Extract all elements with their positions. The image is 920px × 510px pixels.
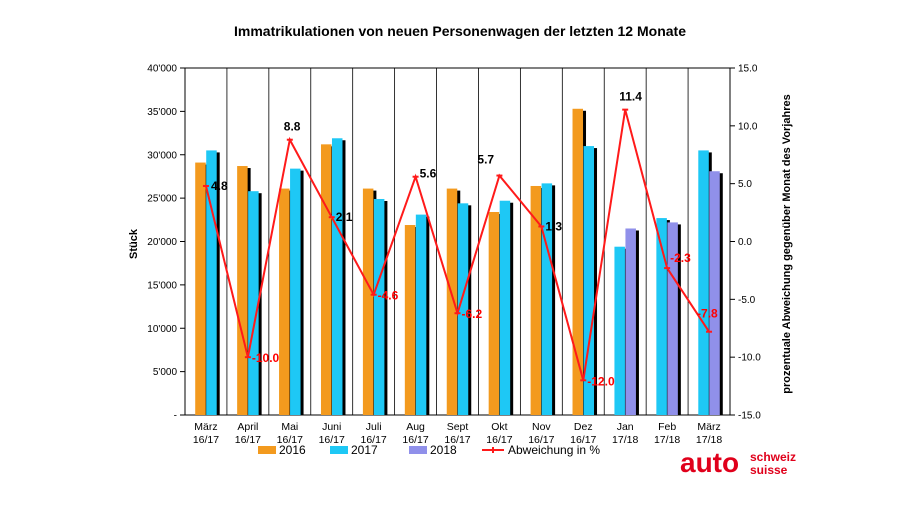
x-tick-label: Dez: [574, 421, 593, 433]
x-tick-label: Aug: [406, 421, 425, 433]
logo-line2: suisse: [750, 463, 788, 477]
bar-2017: [248, 191, 259, 415]
x-tick-label: Juli: [366, 421, 382, 433]
x-tick-label-period: 17/18: [696, 434, 722, 446]
bar-2016: [362, 188, 374, 415]
bar-2016: [279, 188, 290, 415]
y-tick-label: -: [174, 411, 177, 422]
bar-2018: [667, 222, 678, 415]
x-tick-label: Jan: [617, 421, 634, 433]
bar-2017: [457, 203, 469, 415]
x-tick-label: Feb: [658, 421, 676, 433]
line-data-label: 5.6: [420, 167, 437, 181]
legend: 2016 2017 2018 Abweichung in %: [258, 443, 600, 457]
line-data-label: 5.7: [477, 153, 494, 167]
y-tick-label: 40'000: [147, 64, 177, 75]
x-tick-label: Nov: [532, 421, 551, 433]
legend-label: 2016: [279, 443, 306, 457]
x-tick-label-period: 16/17: [319, 434, 345, 446]
line-data-label: -6.2: [462, 307, 483, 321]
bar-2018: [625, 228, 636, 415]
bar-2016: [195, 162, 206, 415]
bar-2017: [541, 183, 553, 415]
plot-area: - 5'000 10'000 15'000 20'000 25'000 30'000 35'0…: [147, 64, 761, 447]
legend-swatch: [258, 446, 276, 454]
line-data-label: -4.6: [378, 289, 399, 303]
legend-label: Abweichung in %: [508, 443, 600, 457]
chart-title: Immatrikulationen von neuen Personenwage…: [234, 23, 686, 39]
bar-2016: [530, 185, 542, 415]
bar-2017: [373, 198, 385, 415]
x-tick-label: Sept: [447, 421, 469, 433]
logo-line1: schweiz: [750, 450, 796, 464]
y-tick-label: 30'000: [147, 150, 177, 161]
x-tick-label: Juni: [322, 421, 341, 433]
x-tick-label-period: 17/18: [654, 434, 680, 446]
x-tick-label-period: 16/17: [277, 434, 303, 446]
x-tick-label-period: 16/17: [193, 434, 219, 446]
x-tick-label: März: [194, 421, 217, 433]
bar-2018: [709, 171, 720, 415]
bar-2016: [237, 166, 248, 415]
x-tick-label-period: 16/17: [361, 434, 387, 446]
legend-swatch: [330, 446, 348, 454]
y-tick-label: 35'000: [147, 107, 177, 118]
bar-2016: [446, 188, 458, 415]
y2-axis-label: prozentuale Abweichung gegenüber Monat d…: [781, 94, 793, 394]
line-data-label: -10.0: [252, 351, 280, 365]
x-tick-label-period: 16/17: [486, 434, 512, 446]
legend-label: 2017: [351, 443, 378, 457]
bar-2017: [656, 218, 667, 415]
x-tick-label: Mai: [281, 421, 298, 433]
y-tick-label: 25'000: [147, 194, 177, 205]
line-data-label: -2.3: [670, 251, 691, 265]
x-tick-label-period: 16/17: [402, 434, 428, 446]
line-data-label: -7.8: [697, 307, 718, 321]
bar-2016: [320, 144, 332, 415]
line-data-label: 11.4: [619, 90, 642, 104]
y2-tick-label: -5.0: [738, 295, 756, 306]
line-data-label: 2.1: [336, 210, 353, 224]
y-tick-label: 15'000: [147, 280, 177, 291]
bar-2017: [206, 150, 217, 415]
y-axis-label: Stück: [128, 228, 140, 259]
y-tick-label: 10'000: [147, 324, 177, 335]
bar-2017: [331, 138, 343, 415]
legend-swatch: [409, 446, 427, 454]
y2-tick-label: -10.0: [738, 353, 761, 364]
autoschweiz-logo: auto schweiz suisse: [680, 447, 796, 478]
y-tick-label: 20'000: [147, 237, 177, 248]
bar-2017: [583, 146, 595, 415]
x-tick-label: Okt: [491, 421, 507, 433]
y2-tick-label: 15.0: [738, 64, 758, 75]
line-data-label: 8.8: [284, 120, 301, 134]
x-tick-label-period: 16/17: [528, 434, 554, 446]
x-tick-label-period: 16/17: [444, 434, 470, 446]
bar-2017: [698, 150, 709, 415]
logo-main: auto: [680, 447, 739, 478]
bar-2016: [488, 212, 500, 415]
x-tick-label-period: 17/18: [612, 434, 638, 446]
x-tick-label: März: [697, 421, 720, 433]
bar-2016: [572, 108, 584, 416]
y2-tick-label: 5.0: [738, 179, 752, 190]
bar-2016: [404, 225, 416, 415]
x-tick-label-period: 16/17: [235, 434, 261, 446]
x-tick-label: April: [237, 421, 258, 433]
y2-tick-label: 10.0: [738, 121, 758, 132]
bar-2017: [290, 168, 301, 415]
legend-label: 2018: [430, 443, 457, 457]
line-data-label: -12.0: [587, 374, 615, 388]
y2-tick-label: 0.0: [738, 237, 752, 248]
y2-tick-label: -15.0: [738, 411, 761, 422]
bar-2017: [415, 214, 427, 415]
x-tick-label-period: 16/17: [570, 434, 596, 446]
y-tick-label: 5'000: [153, 367, 178, 378]
line-data-label: 1.3: [545, 219, 562, 233]
bar-2017: [614, 246, 625, 415]
bar-2017: [499, 200, 511, 415]
line-data-label: 4.8: [211, 179, 228, 193]
